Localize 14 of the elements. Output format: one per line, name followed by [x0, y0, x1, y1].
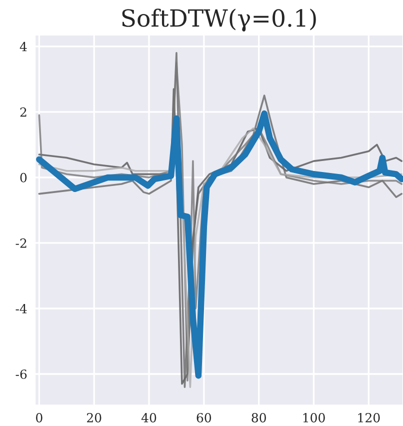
x-tick-label: 80 [252, 412, 266, 422]
chart-title: SoftDTW(γ=0.1) [122, 8, 316, 32]
y-tick-label: -2 [16, 238, 26, 248]
x-tick-label: 0 [36, 412, 42, 422]
y-tick-label: 2 [20, 107, 26, 117]
x-tick-label: 60 [196, 412, 212, 422]
x-tick-label: 100 [303, 412, 325, 422]
y-tick-label: 0 [20, 172, 27, 182]
x-tick-label: 40 [141, 412, 156, 422]
y-tick-label: 4 [20, 42, 27, 52]
y-tick-label: -6 [16, 369, 27, 379]
x-tick-label: 20 [86, 412, 102, 422]
y-tick-label: -4 [16, 304, 27, 314]
x-tick-label: 120 [358, 412, 380, 422]
